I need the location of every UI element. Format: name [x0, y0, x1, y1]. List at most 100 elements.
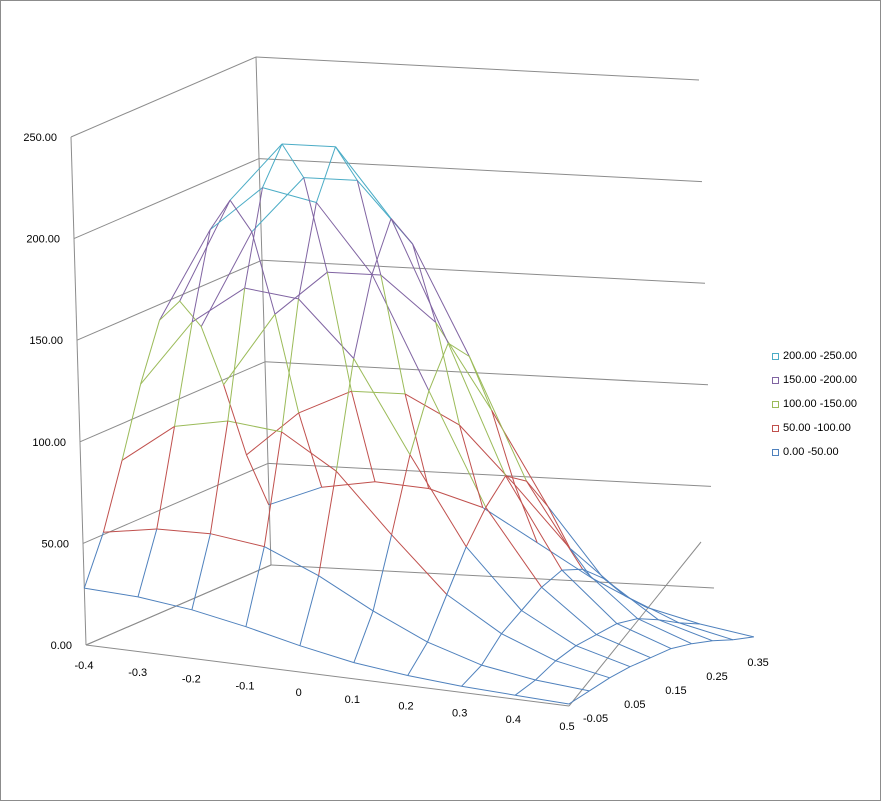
surface-segment-x — [461, 685, 516, 696]
surface-segment-x — [298, 298, 355, 359]
z-gridline-left — [79, 361, 266, 443]
surface-segment-x — [351, 390, 406, 395]
surface-segment-x — [446, 594, 502, 635]
surface-segment-x — [374, 481, 429, 489]
surface-segment-x — [699, 623, 754, 638]
surface-segment-y — [501, 610, 522, 635]
surface-segment-y — [191, 533, 211, 610]
surface-segment-x — [371, 274, 430, 392]
z-axis-line — [70, 136, 87, 646]
surface-segment-x — [281, 431, 337, 472]
y-tick-label: -0.05 — [583, 713, 608, 725]
surface-segment-y — [505, 475, 527, 482]
surface-segment-y — [521, 586, 542, 611]
surface-segment-y — [326, 272, 352, 392]
surface-segment-y — [691, 640, 713, 645]
surface-segment-y — [596, 623, 618, 636]
surface-segment-x — [541, 586, 597, 635]
surface-segment-x — [679, 622, 734, 641]
surface-segment-x — [521, 610, 577, 647]
surface-segment-y — [391, 454, 411, 535]
surface-segment-x — [200, 231, 253, 327]
surface-segment-y — [569, 548, 593, 579]
z-gridline-left — [70, 56, 257, 138]
surface-segment-y — [712, 639, 734, 642]
surface-segment-y — [315, 146, 336, 203]
legend-swatch — [772, 424, 779, 432]
surface-segment-x — [501, 633, 556, 662]
surface-segment-y — [568, 690, 590, 705]
surface-segment-x — [535, 679, 590, 692]
surface-segment-y — [575, 634, 597, 647]
legend: 200.00 -250.00 150.00 -200.00 100.00 -150.… — [772, 344, 877, 464]
surface-segment-x — [251, 177, 305, 233]
surface-segment-y — [121, 384, 142, 461]
legend-swatch — [772, 400, 779, 408]
surface-segment-x — [428, 390, 487, 508]
surface-mesh — [83, 143, 754, 705]
surface-segment-x — [298, 390, 352, 414]
surface-segment-y — [491, 410, 516, 485]
surface-segment-x — [547, 506, 604, 579]
surface-segment-x — [658, 619, 713, 642]
surface-segment-x — [390, 218, 449, 344]
surface-segment-x — [179, 199, 231, 302]
surface-segment-x — [264, 546, 319, 577]
y-tick-label: 0.25 — [706, 671, 727, 683]
surface-segment-y — [670, 643, 692, 650]
surface-segment-x — [409, 454, 467, 548]
surface-segment-x — [244, 287, 299, 300]
surface-segment-x — [391, 534, 448, 595]
surface-segment-y — [547, 506, 571, 549]
surface-segment-y — [179, 300, 202, 327]
surface-segment-x — [335, 146, 392, 219]
legend-item: 100.00 -150.00 — [772, 392, 877, 416]
z-gridline-back — [264, 361, 709, 386]
surface-segment-y — [209, 420, 229, 534]
surface-segment-x — [407, 675, 462, 687]
surface-segment-x — [121, 425, 175, 461]
surface-segment-y — [281, 143, 305, 178]
z-gridline-left — [73, 158, 260, 240]
surface-segment-x — [191, 609, 247, 628]
surface-segment-y — [298, 202, 317, 299]
surface-segment-x — [505, 475, 563, 571]
surface-segment-y — [209, 199, 231, 230]
surface-segment-y — [303, 177, 328, 273]
surface-segment-y — [371, 218, 392, 275]
y-tick-label: 0.35 — [747, 657, 768, 669]
surface-segment-x — [427, 641, 482, 666]
y-axis-line — [568, 541, 702, 707]
surface-segment-y — [468, 356, 493, 411]
surface-segment-y — [609, 666, 631, 679]
surface-segment-x — [561, 569, 618, 624]
surface-segment-x — [637, 618, 692, 645]
surface-segment-x — [268, 486, 322, 506]
surface-segment-x — [372, 610, 428, 643]
surface-segment-x — [575, 645, 631, 668]
surface-segment-y — [244, 187, 263, 289]
surface-segment-y — [535, 660, 557, 681]
surface-segment-y — [298, 412, 323, 488]
surface-segment-x — [485, 507, 543, 588]
surface-segment-y — [526, 480, 549, 507]
axis-tick-labels: 0.00 50.00 100.00 150.00 200.00 250.00 -0.4 -0.… — [23, 132, 768, 733]
surface-segment-y — [335, 146, 358, 181]
legend-swatch — [772, 376, 779, 384]
x-tick-label: 0.4 — [506, 714, 521, 726]
surface-segment-x — [299, 645, 355, 664]
surface-segment-y — [629, 657, 651, 668]
surface-segment-x — [482, 507, 538, 544]
surface-segment-y — [616, 618, 638, 625]
surface-segment-y — [555, 645, 577, 662]
z-tick-label: 50.00 — [41, 538, 69, 550]
surface-segment-y — [200, 326, 225, 385]
surface-segment-y — [461, 664, 482, 687]
legend-swatch — [772, 448, 779, 456]
z-gridline-back — [267, 462, 712, 487]
surface-segment-x — [223, 313, 276, 385]
y-tick-label: 0.15 — [665, 685, 686, 697]
z-tick-label: 100.00 — [32, 437, 66, 449]
surface-segment-y — [435, 322, 460, 426]
